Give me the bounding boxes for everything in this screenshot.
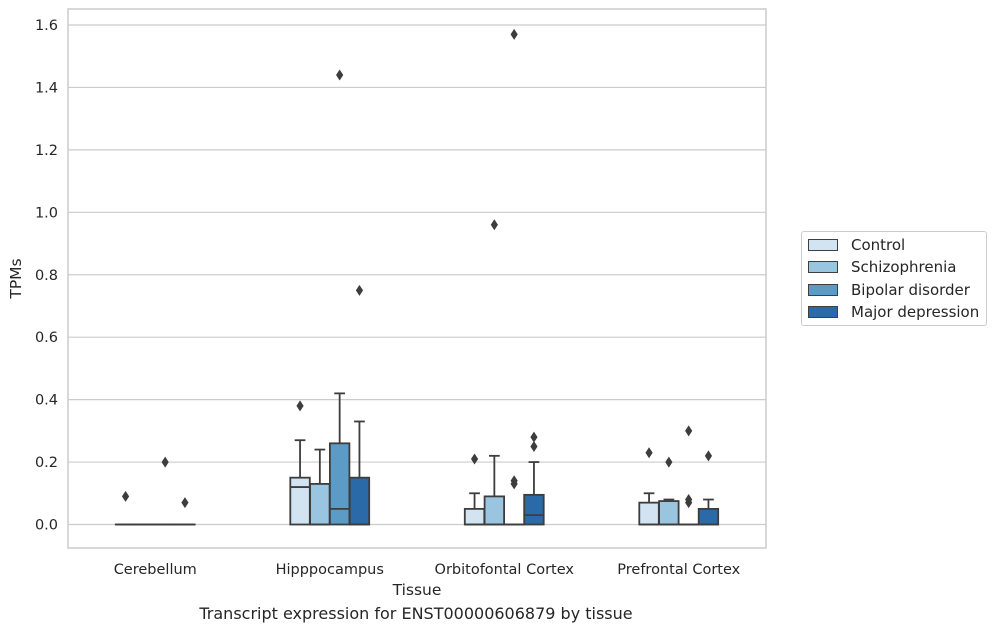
y-tick-label: 1.4 [35,80,58,96]
legend-item-control: Control [808,235,905,255]
legend-item-bipolar-disorder: Bipolar disorder [808,280,970,300]
y-tick-label: 0.4 [35,393,58,409]
x-tick-label: Hipppocampus [276,562,384,578]
y-axis-label: TPMs [7,258,25,299]
outlier-point [470,453,479,465]
box [328,442,351,526]
chart-legend: Control Schizophrenia Bipolar disorder M… [801,231,987,326]
outlier-point [355,284,364,296]
outlier-point [645,447,653,459]
outlier-point [530,431,538,443]
outlier-point [181,497,189,509]
box [523,493,545,526]
legend-swatch-major-depression [808,306,838,318]
outlier-point [161,456,169,468]
outlier-point [530,440,538,452]
legend-item-schizophrenia: Schizophrenia [808,257,956,277]
outlier-point [336,69,344,81]
y-tick-label: 0.0 [35,518,58,534]
legend-swatch-schizophrenia [808,261,838,273]
outlier-point [685,494,693,506]
x-tick-label: Prefrontal Cortex [617,562,740,578]
box [697,507,720,526]
outlier-point [296,400,304,412]
legend-label-control: Control [851,236,906,254]
box [483,495,506,526]
outlier-point [665,456,673,468]
outlier-point [704,450,713,462]
plot-frame [67,8,767,549]
chart-caption: Transcript expression for ENST0000060687… [199,604,633,623]
x-axis-label: Tissue [392,581,442,599]
y-tick-label: 1.2 [35,143,58,159]
x-tick-label: Orbitofontal Cortex [435,562,575,578]
box [463,507,486,526]
box [348,476,371,526]
outlier-point [510,28,518,40]
legend-label-major-depression: Major depression [851,303,980,321]
x-tick-label: Cerebellum [114,562,197,578]
outlier-point [490,219,498,231]
legend-label-schizophrenia: Schizophrenia [851,258,957,276]
y-tick-label: 1.6 [35,18,58,34]
y-tick-label: 1.0 [35,205,58,221]
box [289,476,311,526]
legend-swatch-control [808,239,838,251]
y-tick-label: 0.8 [35,268,58,284]
outlier-point [121,490,130,502]
legend-item-major-depression: Major depression [808,302,979,322]
outlier-point [685,425,693,437]
box [658,500,680,526]
outlier-point [510,475,518,487]
legend-label-bipolar-disorder: Bipolar disorder [851,281,970,299]
y-tick-label: 0.2 [35,455,58,471]
y-tick-label: 0.6 [35,330,58,346]
legend-swatch-bipolar-disorder [808,284,838,296]
box [638,501,660,526]
box [309,483,331,526]
